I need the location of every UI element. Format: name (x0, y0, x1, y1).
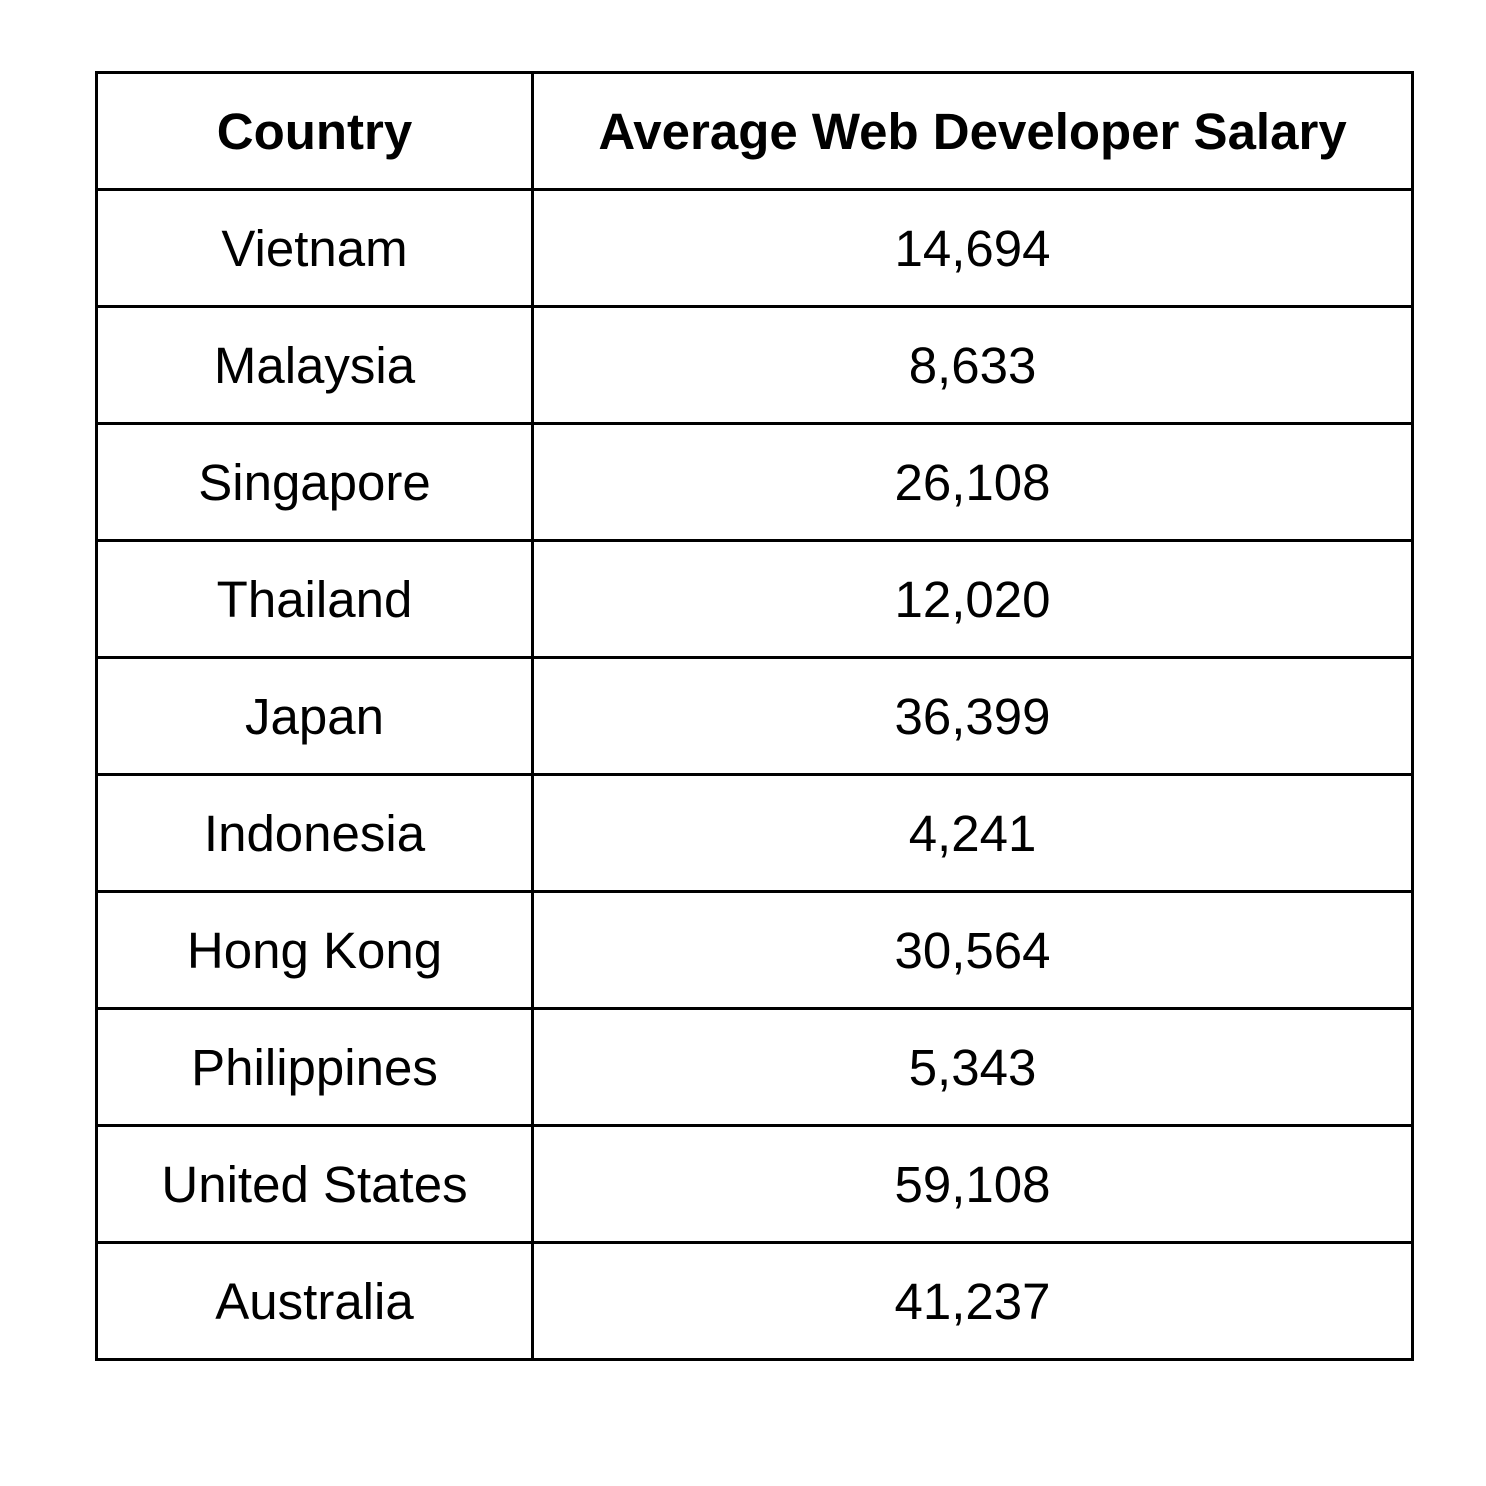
salary-cell: 26,108 (531, 422, 1414, 542)
table-row: Australia 41,237 (95, 1241, 1414, 1361)
table-row: Hong Kong 30,564 (95, 890, 1414, 1010)
country-cell: Philippines (95, 1007, 534, 1127)
salary-cell: 36,399 (531, 656, 1414, 776)
salary-cell: 59,108 (531, 1124, 1414, 1244)
salary-cell: 12,020 (531, 539, 1414, 659)
country-cell: Thailand (95, 539, 534, 659)
table-row: Thailand 12,020 (95, 539, 1414, 659)
table-row: Vietnam 14,694 (95, 188, 1414, 308)
header-salary: Average Web Developer Salary (531, 71, 1414, 191)
country-cell: Indonesia (95, 773, 534, 893)
salary-cell: 14,694 (531, 188, 1414, 308)
salary-cell: 4,241 (531, 773, 1414, 893)
salary-cell: 41,237 (531, 1241, 1414, 1361)
salary-cell: 5,343 (531, 1007, 1414, 1127)
country-cell: United States (95, 1124, 534, 1244)
country-cell: Vietnam (95, 188, 534, 308)
country-cell: Japan (95, 656, 534, 776)
table-header-row: Country Average Web Developer Salary (95, 71, 1414, 191)
table-row: Indonesia 4,241 (95, 773, 1414, 893)
country-cell: Singapore (95, 422, 534, 542)
country-cell: Malaysia (95, 305, 534, 425)
salary-table: Country Average Web Developer Salary Vie… (95, 71, 1414, 1361)
table-row: Japan 36,399 (95, 656, 1414, 776)
table-row: Philippines 5,343 (95, 1007, 1414, 1127)
table-row: Malaysia 8,633 (95, 305, 1414, 425)
country-cell: Australia (95, 1241, 534, 1361)
table-row: Singapore 26,108 (95, 422, 1414, 542)
salary-cell: 30,564 (531, 890, 1414, 1010)
salary-cell: 8,633 (531, 305, 1414, 425)
country-cell: Hong Kong (95, 890, 534, 1010)
table-row: United States 59,108 (95, 1124, 1414, 1244)
header-country: Country (95, 71, 534, 191)
